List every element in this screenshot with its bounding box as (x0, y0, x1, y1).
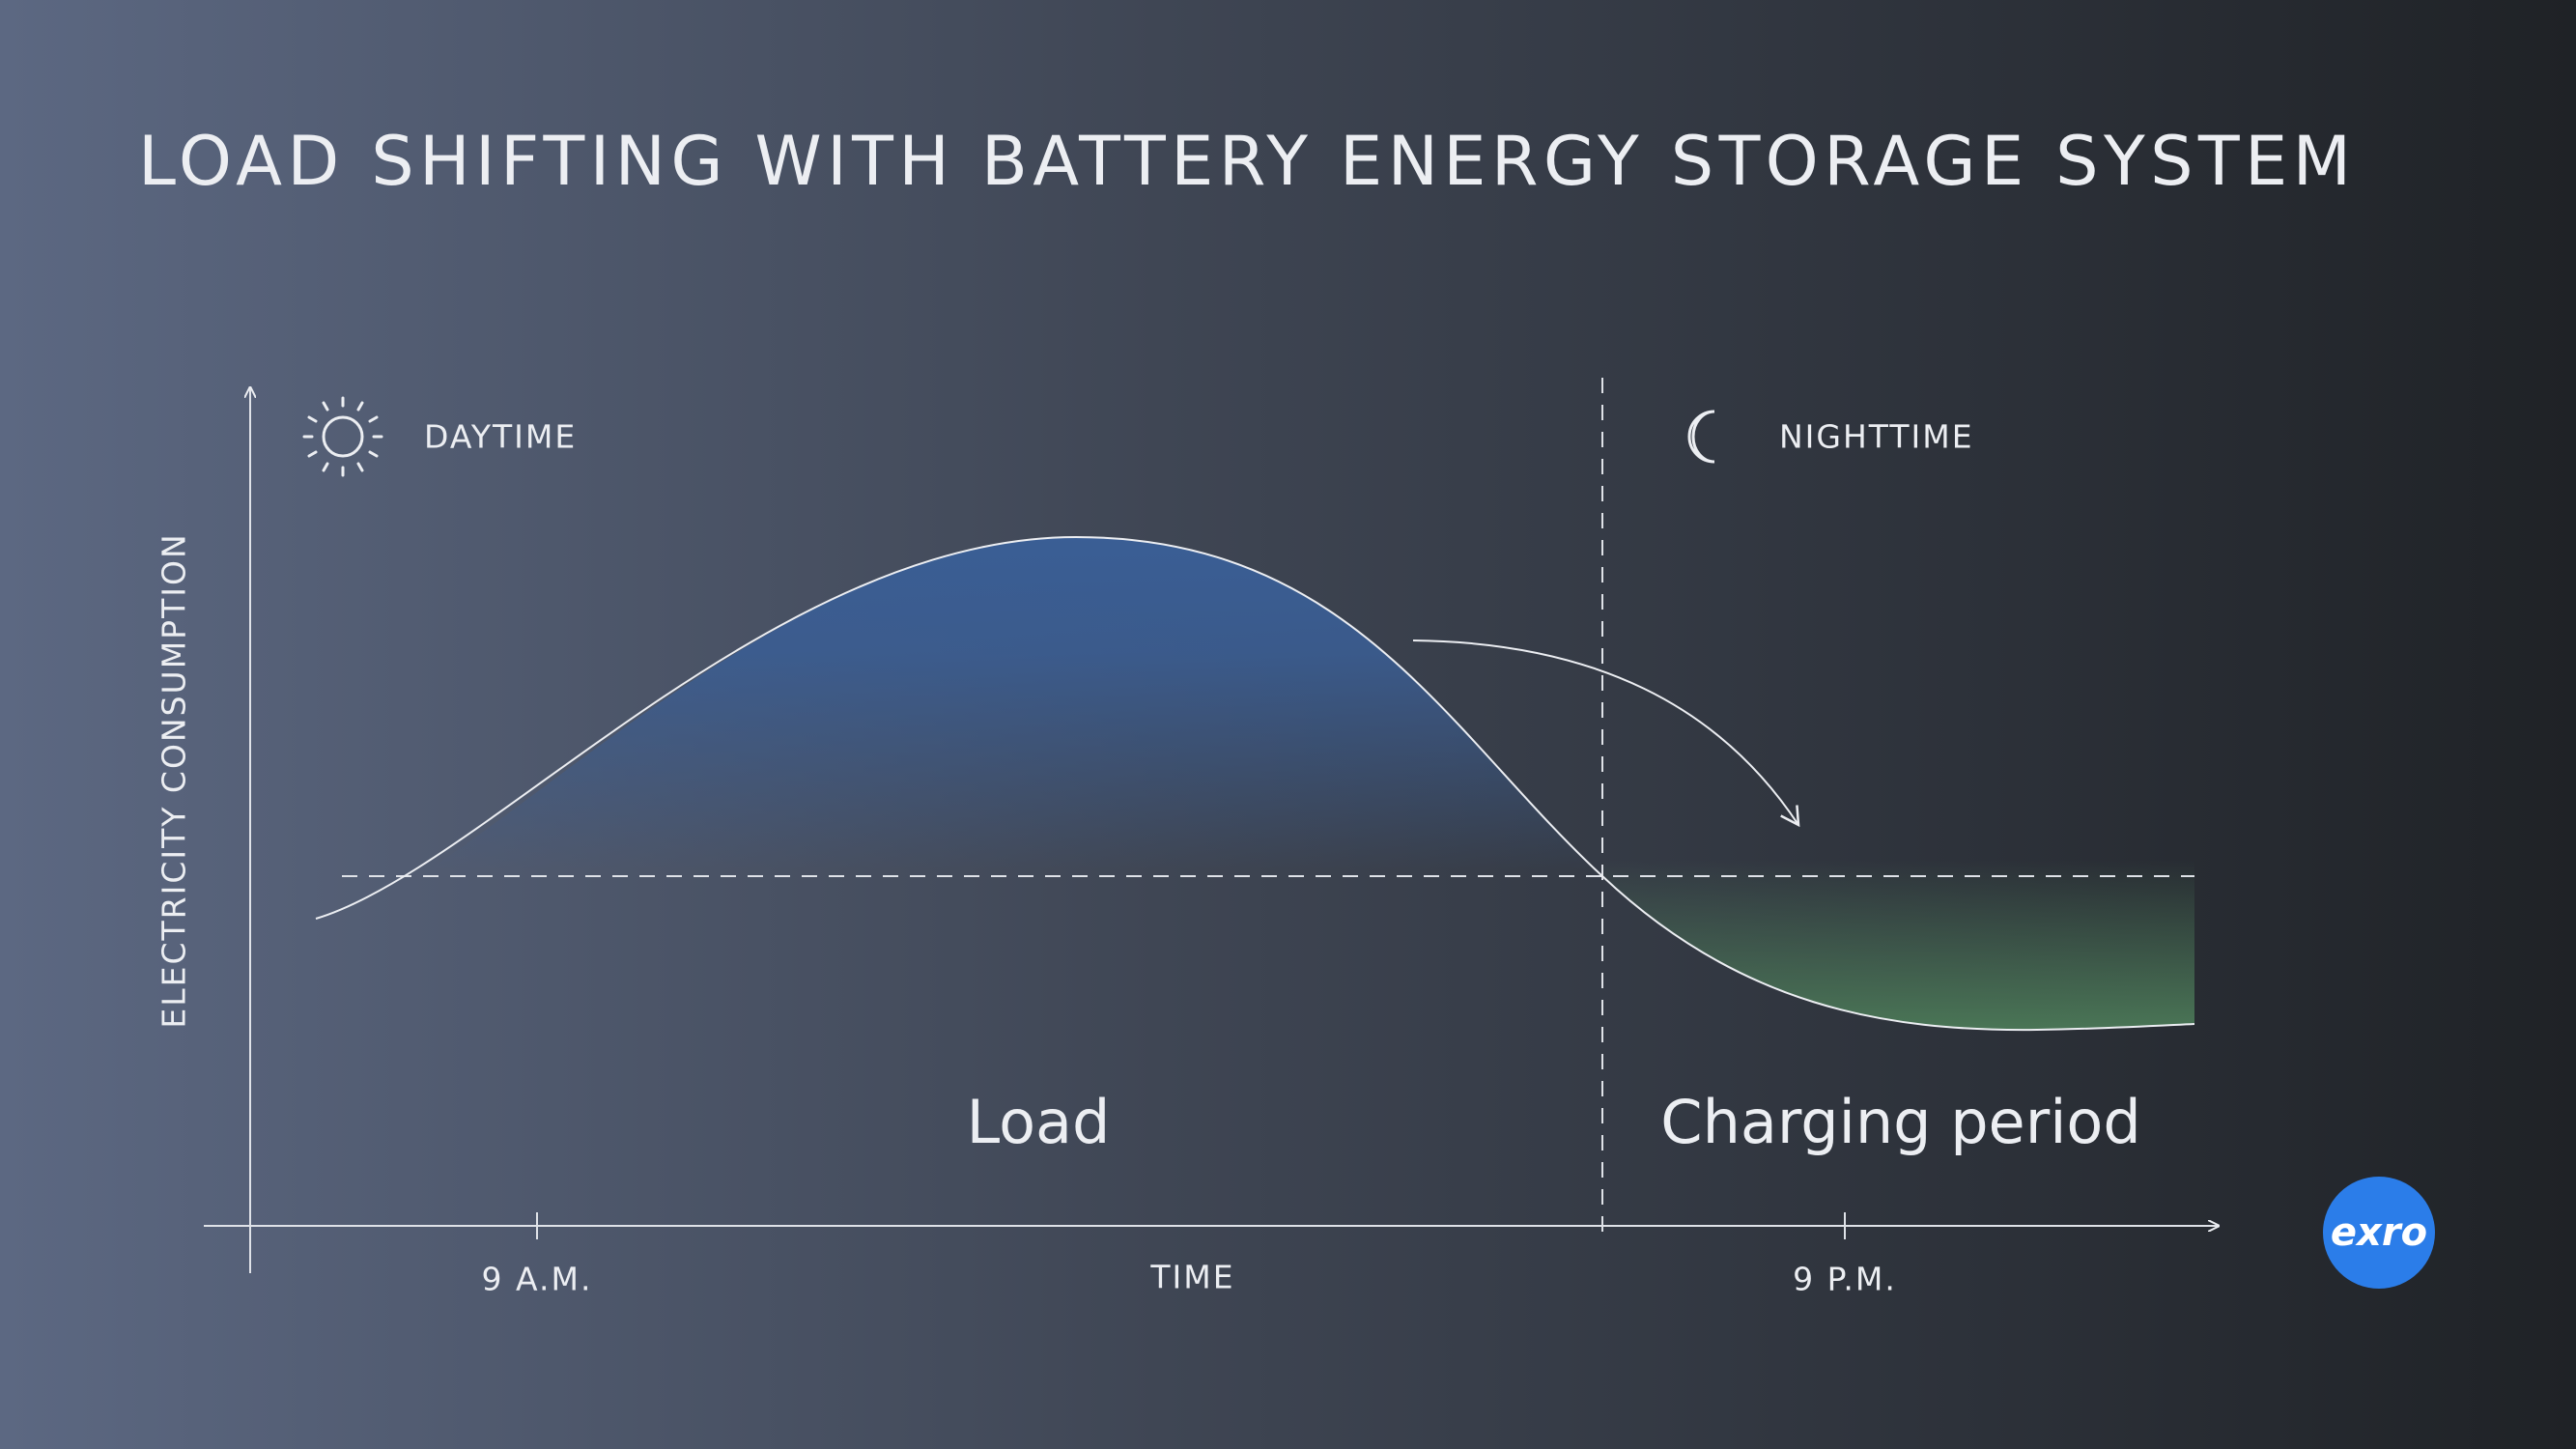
load-area (419, 537, 1602, 876)
load-label: Load (967, 1087, 1111, 1157)
charging-label: Charging period (1660, 1087, 2140, 1157)
title: LOAD SHIFTING WITH BATTERY ENERGY STORAG… (138, 122, 2353, 201)
shift-arrow (1412, 639, 1800, 828)
charging-area (1602, 860, 2194, 1031)
moon-icon (1687, 410, 1715, 464)
x-tick-label: 9 P.M. (1793, 1261, 1897, 1298)
logo-badge (2323, 1177, 2435, 1289)
x-axis-label: TIME (1149, 1259, 1234, 1296)
sun-icon (302, 396, 383, 477)
daytime-label: DAYTIME (424, 418, 577, 456)
nighttime-label: NIGHTTIME (1779, 418, 1974, 456)
load-curve (315, 535, 2195, 1032)
x-tick-label: 9 A.M. (482, 1261, 593, 1298)
y-axis-label: ELECTRICITY CONSUMPTION (156, 532, 193, 1028)
logo: exro (2331, 1210, 2427, 1255)
